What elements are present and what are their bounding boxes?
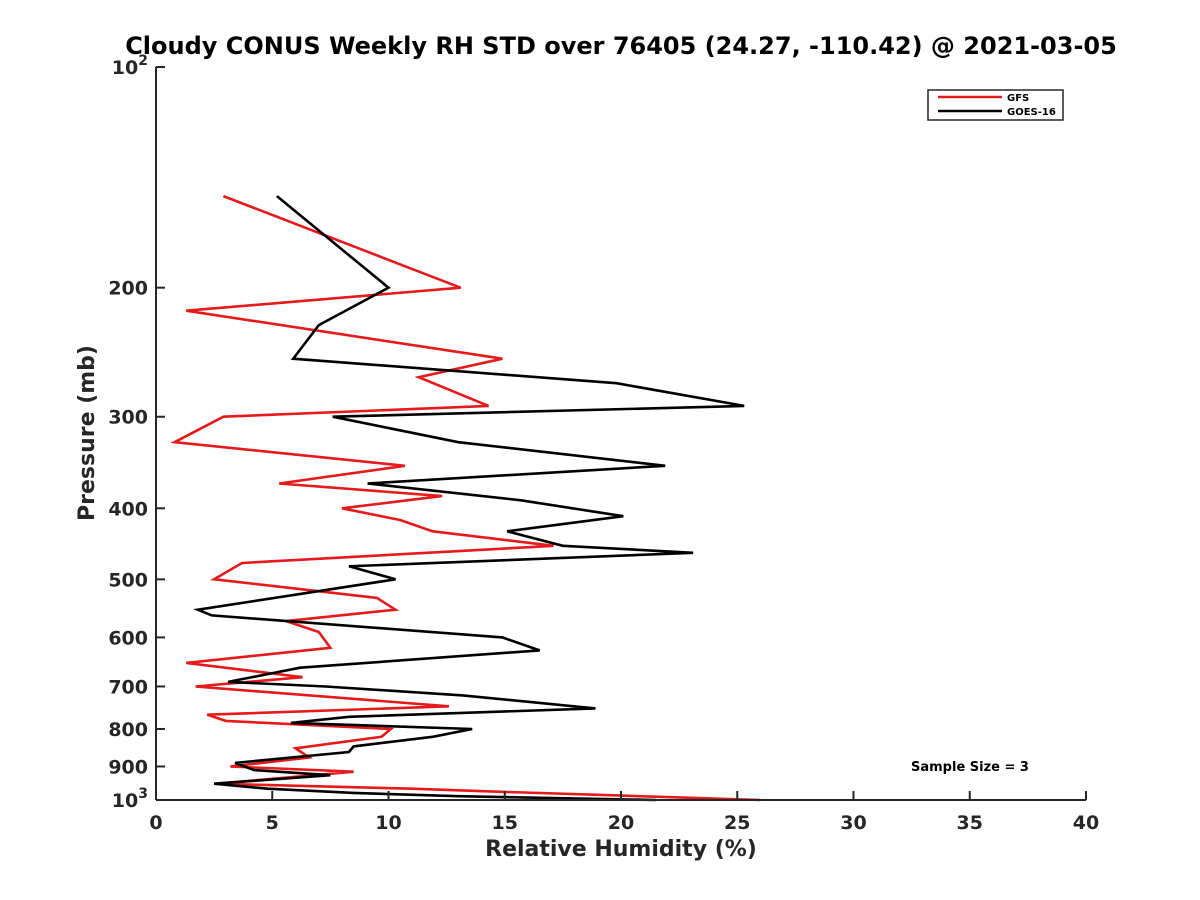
y-tick-label: 102 — [112, 53, 148, 79]
series-line-gfs — [170, 194, 761, 802]
x-tick-label: 30 — [840, 812, 866, 834]
y-axis-ticks: 102 200 300 400 500 600 700 800 900 103 — [108, 53, 165, 812]
y-tick-label: 300 — [108, 407, 148, 429]
chart-title: Cloudy CONUS Weekly RH STD over 76405 (2… — [125, 32, 1117, 60]
y-tick-label: 103 — [112, 786, 148, 812]
y-tick-label: 500 — [108, 569, 148, 591]
x-tick-label: 0 — [149, 812, 162, 834]
x-tick-label: 40 — [1073, 812, 1099, 834]
x-tick-label: 20 — [608, 812, 634, 834]
x-tick-label: 35 — [957, 812, 983, 834]
y-tick-label: 900 — [108, 756, 148, 778]
y-tick-label: 700 — [108, 676, 148, 698]
x-tick-label: 25 — [724, 812, 750, 834]
plot-area: 0 5 10 15 20 25 30 35 40 102 200 300 400 500 600 700 80… — [108, 53, 1099, 834]
sample-size-annotation: Sample Size = 3 — [911, 760, 1029, 775]
x-axis-ticks: 0 5 10 15 20 25 30 35 40 — [149, 791, 1099, 834]
series-line-goes-16 — [192, 195, 745, 802]
y-axis-title: Pressure (mb) — [75, 345, 100, 521]
legend: GFS GOES-16 — [927, 89, 1064, 121]
y-tick-label: 200 — [108, 278, 148, 300]
legend-label-gfs: GFS — [1007, 93, 1029, 104]
y-tick-label: 800 — [108, 719, 148, 741]
x-tick-label: 5 — [266, 812, 279, 834]
legend-box — [927, 89, 1064, 121]
x-tick-label: 10 — [375, 812, 401, 834]
y-tick-label: 600 — [108, 627, 148, 649]
x-axis-title: Relative Humidity (%) — [485, 837, 757, 862]
x-tick-label: 15 — [492, 812, 518, 834]
legend-label-goes-16: GOES-16 — [1007, 107, 1056, 118]
series-layer — [170, 194, 761, 802]
y-tick-label: 400 — [108, 498, 148, 520]
